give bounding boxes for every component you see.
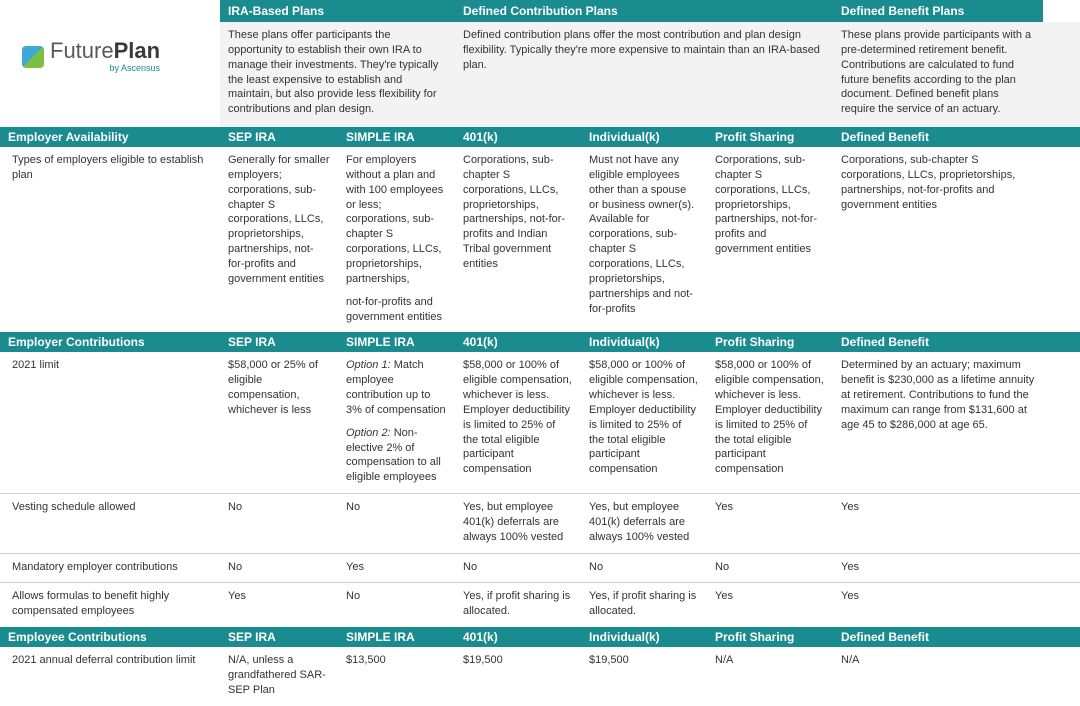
col-401k: 401(k) — [455, 332, 581, 352]
cell-db: N/A — [833, 647, 1043, 706]
cell-db: Determined by an actuary; maximum benefi… — [833, 352, 1043, 493]
cell-simple: Option 1: Match employee contribution up… — [338, 352, 455, 493]
cell-individual: $19,500 — [581, 647, 707, 706]
section-title: Employee Contributions — [0, 627, 220, 647]
cell-individual: No — [581, 554, 707, 583]
row-vesting: Vesting schedule allowed No No Yes, but … — [0, 494, 1080, 554]
cell-db: Yes — [833, 554, 1043, 583]
desc-db: These plans provide participants with a … — [833, 22, 1043, 127]
row-label: Allows formulas to benefit highly compen… — [0, 583, 220, 627]
header-db: Defined Benefit Plans — [833, 0, 1043, 22]
cell-ps: N/A — [707, 647, 833, 706]
cell-sep: N/A, unless a grandfathered SAR-SEP Plan — [220, 647, 338, 706]
col-individual: Individual(k) — [581, 627, 707, 647]
col-defined-benefit: Defined Benefit — [833, 127, 1043, 147]
col-simple: SIMPLE IRA — [338, 127, 455, 147]
header-ira: IRA-Based Plans — [220, 0, 455, 22]
cell-ps: $58,000 or 100% of eligible compensation… — [707, 352, 833, 493]
cell-401k: Corporations, sub-chapter S corporations… — [455, 147, 581, 332]
col-defined-benefit: Defined Benefit — [833, 332, 1043, 352]
cell-ps: Corporations, sub-chapter S corporations… — [707, 147, 833, 332]
section-header-availability: Employer Availability SEP IRA SIMPLE IRA… — [0, 127, 1080, 147]
col-defined-benefit: Defined Benefit — [833, 627, 1043, 647]
category-description-row: FuturePlan by Ascensus These plans offer… — [0, 22, 1080, 127]
row-label: 2021 limit — [0, 352, 220, 493]
row-types-of-employers: Types of employers eligible to establish… — [0, 147, 1080, 332]
cell-simple: No — [338, 494, 455, 553]
cell-db: Corporations, sub-chapter S corporations… — [833, 147, 1043, 332]
cell-ps: Yes — [707, 583, 833, 627]
row-label: 2021 annual deferral contribution limit — [0, 647, 220, 706]
row-mandatory: Mandatory employer contributions No Yes … — [0, 554, 1080, 584]
cell-individual: $58,000 or 100% of eligible compensation… — [581, 352, 707, 493]
col-401k: 401(k) — [455, 627, 581, 647]
cell-sep: Generally for smaller employers; corpora… — [220, 147, 338, 332]
cell-401k: $58,000 or 100% of eligible compensation… — [455, 352, 581, 493]
col-profit-sharing: Profit Sharing — [707, 127, 833, 147]
section-header-employer-contributions: Employer Contributions SEP IRA SIMPLE IR… — [0, 332, 1080, 352]
desc-dc: Defined contribution plans offer the mos… — [455, 22, 833, 127]
top-category-header: IRA-Based Plans Defined Contribution Pla… — [0, 0, 1080, 22]
col-sep: SEP IRA — [220, 127, 338, 147]
cell-sep: $58,000 or 25% of eligible compensation,… — [220, 352, 338, 493]
cell-sep: No — [220, 554, 338, 583]
cell-individual: Yes, but employee 401(k) deferrals are a… — [581, 494, 707, 553]
cell-individual: Yes, if profit sharing is allocated. — [581, 583, 707, 627]
cell-401k: $19,500 — [455, 647, 581, 706]
col-individual: Individual(k) — [581, 332, 707, 352]
col-401k: 401(k) — [455, 127, 581, 147]
col-sep: SEP IRA — [220, 332, 338, 352]
desc-ira: These plans offer participants the oppor… — [220, 22, 455, 127]
logo-cell: FuturePlan by Ascensus — [0, 22, 220, 127]
col-sep: SEP IRA — [220, 627, 338, 647]
cell-ps: No — [707, 554, 833, 583]
logo-icon — [22, 46, 44, 68]
cell-simple: For employers without a plan and with 10… — [338, 147, 455, 332]
col-profit-sharing: Profit Sharing — [707, 332, 833, 352]
header-dc: Defined Contribution Plans — [455, 0, 833, 22]
cell-sep: No — [220, 494, 338, 553]
col-simple: SIMPLE IRA — [338, 627, 455, 647]
col-profit-sharing: Profit Sharing — [707, 627, 833, 647]
logo-subtext: by Ascensus — [50, 64, 160, 73]
opt1-label: Option 1: — [346, 359, 391, 371]
opt2-label: Option 2: — [346, 427, 391, 439]
cell-simple-opt2: Option 2: Non-elective 2% of compensatio… — [346, 426, 447, 485]
row-label: Mandatory employer contributions — [0, 554, 220, 583]
cell-individual: Must not have any eligible employees oth… — [581, 147, 707, 332]
col-individual: Individual(k) — [581, 127, 707, 147]
row-label: Types of employers eligible to establish… — [0, 147, 220, 332]
blank-cell — [0, 0, 220, 22]
cell-401k: Yes, but employee 401(k) deferrals are a… — [455, 494, 581, 553]
section-title: Employer Availability — [0, 127, 220, 147]
cell-ps: Yes — [707, 494, 833, 553]
cell-401k: No — [455, 554, 581, 583]
row-2021-limit: 2021 limit $58,000 or 25% of eligible co… — [0, 352, 1080, 494]
cell-simple: No — [338, 583, 455, 627]
row-deferral-limit: 2021 annual deferral contribution limit … — [0, 647, 1080, 706]
cell-sep: Yes — [220, 583, 338, 627]
cell-simple-p2: not-for-profits and government entities — [346, 295, 447, 325]
row-label: Vesting schedule allowed — [0, 494, 220, 553]
section-header-employee-contributions: Employee Contributions SEP IRA SIMPLE IR… — [0, 627, 1080, 647]
cell-401k: Yes, if profit sharing is allocated. — [455, 583, 581, 627]
cell-simple-p1: For employers without a plan and with 10… — [346, 153, 447, 287]
logo-text: FuturePlan — [50, 40, 160, 62]
cell-db: Yes — [833, 494, 1043, 553]
row-hce: Allows formulas to benefit highly compen… — [0, 583, 1080, 627]
logo-word-2: Plan — [114, 38, 160, 63]
comparison-table: IRA-Based Plans Defined Contribution Pla… — [0, 0, 1080, 706]
cell-simple: Yes — [338, 554, 455, 583]
cell-simple-opt1: Option 1: Match employee contribution up… — [346, 358, 447, 417]
section-title: Employer Contributions — [0, 332, 220, 352]
cell-db: Yes — [833, 583, 1043, 627]
col-simple: SIMPLE IRA — [338, 332, 455, 352]
cell-simple: $13,500 — [338, 647, 455, 706]
futureplan-logo: FuturePlan by Ascensus — [22, 40, 160, 73]
logo-word-1: Future — [50, 38, 114, 63]
